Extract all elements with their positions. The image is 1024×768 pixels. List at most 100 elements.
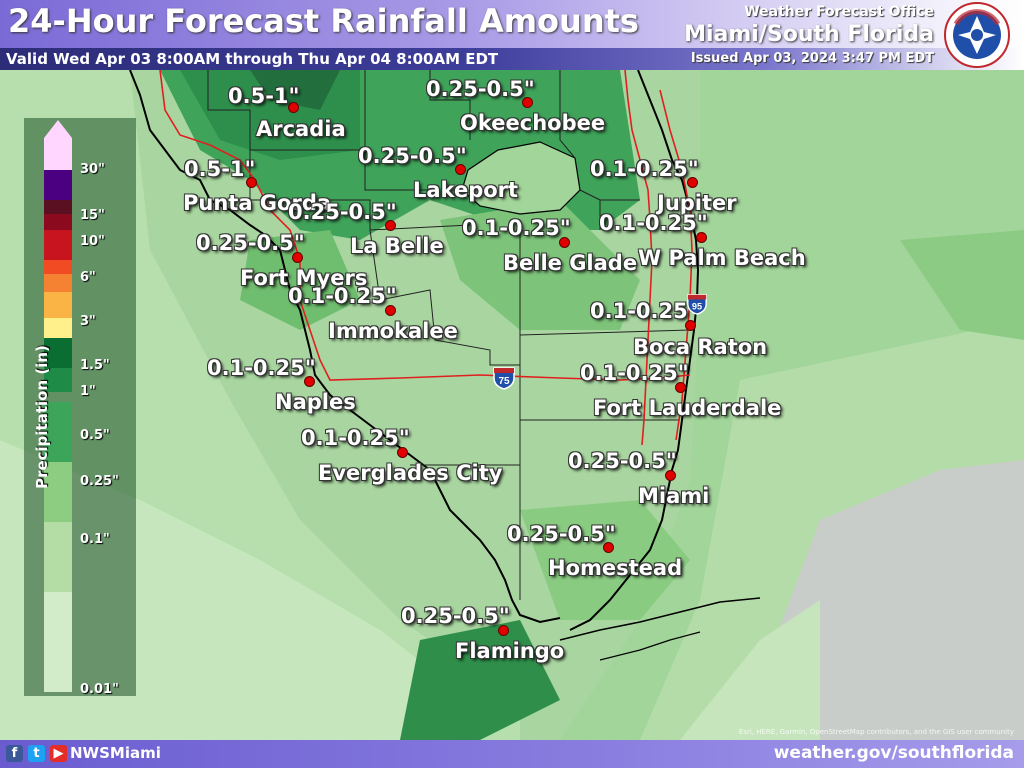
valid-period: Valid Wed Apr 03 8:00AM through Thu Apr … bbox=[6, 50, 499, 68]
location-marker bbox=[385, 220, 396, 231]
location-marker bbox=[687, 177, 698, 188]
rainfall-amount-label: 0.25-0.5" bbox=[196, 231, 305, 255]
legend-tick-label: 15" bbox=[80, 208, 105, 223]
city-name-label: Fort Myers bbox=[240, 266, 368, 290]
rainfall-amount-label: 0.25-0.5" bbox=[568, 449, 677, 473]
location-marker bbox=[603, 542, 614, 553]
location-marker bbox=[665, 470, 676, 481]
city-name-label: W Palm Beach bbox=[638, 246, 806, 270]
city-name-label: Boca Raton bbox=[633, 335, 768, 359]
city-name-label: Fort Lauderdale bbox=[593, 396, 782, 420]
precipitation-legend: 30" 15" 10" 6" 3" 1.5" 1" 0.5" 0.25" 0.1" 0.01" Pr… bbox=[24, 118, 136, 697]
legend-swatch bbox=[44, 462, 72, 522]
city-name-label: Lakeport bbox=[413, 178, 519, 202]
legend-swatch bbox=[44, 214, 72, 230]
legend-swatch bbox=[44, 522, 72, 592]
location-marker bbox=[559, 237, 570, 248]
rainfall-amount-label: 0.5-1" bbox=[228, 84, 300, 108]
legend-arrow-icon bbox=[44, 120, 72, 138]
city-name-label: Homestead bbox=[548, 556, 683, 580]
interstate-75-shield-icon: 75 bbox=[493, 367, 515, 390]
rainfall-amount-label: 0.25-0.5" bbox=[507, 522, 616, 546]
legend-swatch bbox=[44, 230, 72, 260]
rainfall-amount-label: 0.1-0.25" bbox=[288, 284, 397, 308]
legend-swatch bbox=[44, 260, 72, 274]
legend-swatch bbox=[44, 592, 72, 692]
city-name-label: Jupiter bbox=[657, 191, 737, 215]
city-name-label: Everglades City bbox=[318, 461, 503, 485]
legend-swatch bbox=[44, 318, 72, 338]
website-link[interactable]: weather.gov/southflorida bbox=[773, 743, 1014, 763]
office-label: Weather Forecast Office bbox=[744, 4, 934, 20]
location-marker bbox=[292, 252, 303, 263]
facebook-icon[interactable]: f bbox=[6, 745, 23, 762]
twitter-icon[interactable]: t bbox=[28, 745, 45, 762]
city-name-label: Okeechobee bbox=[460, 111, 606, 135]
legend-tick-label: 0.5" bbox=[80, 428, 110, 443]
rainfall-amount-label: 0.1-0.25" bbox=[301, 426, 410, 450]
office-name: Miami/South Florida bbox=[684, 22, 934, 47]
legend-tick-label: 30" bbox=[80, 162, 105, 177]
footer-bar: f t ▶ NWSMiami weather.gov/southflorida bbox=[0, 740, 1024, 768]
rainfall-amount-label: 0.25-0.5" bbox=[426, 77, 535, 101]
rainfall-amount-label: 0.1-0.25" bbox=[599, 211, 708, 235]
city-name-label: Flamingo bbox=[455, 639, 565, 663]
city-name-label: Naples bbox=[275, 390, 356, 414]
location-marker bbox=[385, 305, 396, 316]
rainfall-amount-label: 0.1-0.25" bbox=[590, 157, 699, 181]
legend-swatch bbox=[44, 138, 72, 170]
legend-tick-label: 1.5" bbox=[80, 358, 110, 373]
location-marker bbox=[685, 320, 696, 331]
i95-label: 95 bbox=[692, 302, 702, 312]
rainfall-amount-label: 0.25-0.5" bbox=[358, 144, 467, 168]
city-name-label: Miami bbox=[638, 484, 710, 508]
i75-label: 75 bbox=[498, 376, 510, 387]
interstate-95-shield-icon: 95 bbox=[687, 294, 707, 315]
valid-bar: Valid Wed Apr 03 8:00AM through Thu Apr … bbox=[0, 48, 1024, 70]
location-marker bbox=[304, 376, 315, 387]
legend-swatch bbox=[44, 200, 72, 214]
nws-logo-icon bbox=[944, 2, 1010, 68]
legend-tick-label: 0.01" bbox=[80, 682, 119, 697]
location-marker bbox=[675, 382, 686, 393]
legend-swatch bbox=[44, 368, 72, 392]
legend-tick-label: 6" bbox=[80, 270, 96, 285]
location-marker bbox=[288, 102, 299, 113]
legend-tick-label: 3" bbox=[80, 314, 96, 329]
city-name-label: Punta Gorda bbox=[183, 191, 332, 215]
city-name-label: Immokalee bbox=[328, 319, 458, 343]
location-marker bbox=[246, 177, 257, 188]
legend-swatch bbox=[44, 170, 72, 200]
city-name-label: La Belle bbox=[350, 234, 444, 258]
rainfall-amount-label: 0.25-0.5" bbox=[288, 200, 397, 224]
map-attribution: Esri, HERE, Garmin, OpenStreetMap contri… bbox=[738, 728, 1014, 736]
rainfall-amount-label: 0.1-0.25" bbox=[207, 356, 316, 380]
location-marker bbox=[455, 164, 466, 175]
legend-tick-label: 10" bbox=[80, 234, 105, 249]
legend-title: Precipitation (in) bbox=[33, 345, 51, 489]
legend-swatch bbox=[44, 292, 72, 318]
rainfall-amount-label: 0.25-0.5" bbox=[401, 604, 510, 628]
social-handle[interactable]: NWSMiami bbox=[70, 744, 161, 762]
legend-tick-label: 0.1" bbox=[80, 532, 110, 547]
legend-swatch bbox=[44, 402, 72, 462]
rainfall-amount-label: 0.5-1" bbox=[184, 157, 256, 181]
legend-tick-label: 1" bbox=[80, 384, 96, 399]
youtube-icon[interactable]: ▶ bbox=[50, 745, 67, 762]
rainfall-amount-label: 0.1-0.25" bbox=[580, 361, 689, 385]
location-marker bbox=[696, 232, 707, 243]
issued-time: Issued Apr 03, 2024 3:47 PM EDT bbox=[690, 51, 934, 66]
legend-tick-label: 0.25" bbox=[80, 474, 119, 489]
city-name-label: Arcadia bbox=[256, 117, 346, 141]
legend-swatch bbox=[44, 338, 72, 368]
location-marker bbox=[498, 625, 509, 636]
location-marker bbox=[397, 447, 408, 458]
location-marker bbox=[522, 97, 533, 108]
legend-swatch bbox=[44, 274, 72, 292]
rainfall-amount-label: 0.1-0.25" bbox=[590, 299, 699, 323]
city-name-label: Belle Glade bbox=[503, 251, 638, 275]
header-bar: 24-Hour Forecast Rainfall Amounts Weathe… bbox=[0, 0, 1024, 70]
map-title: 24-Hour Forecast Rainfall Amounts bbox=[8, 2, 639, 40]
rainfall-amount-label: 0.1-0.25" bbox=[462, 216, 571, 240]
